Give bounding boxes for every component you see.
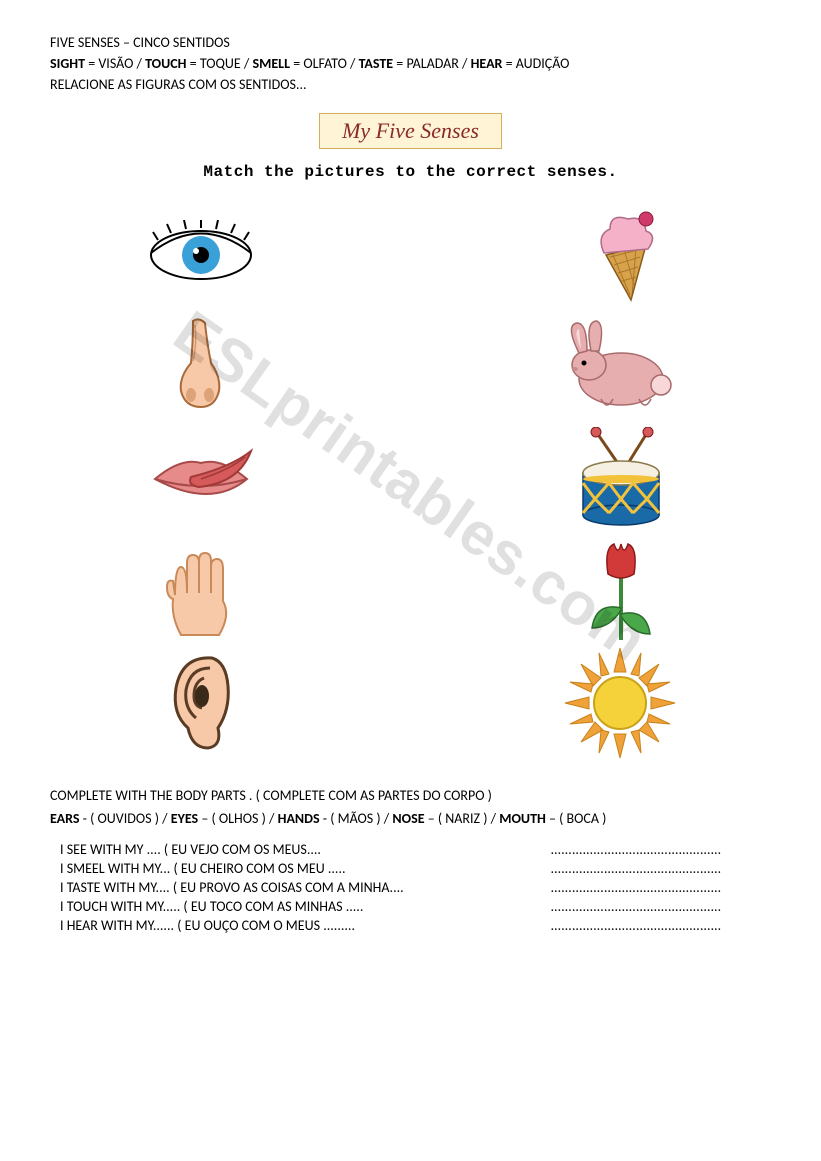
vocab-hear: HEAR xyxy=(471,55,503,72)
fill-row: I TASTE WITH MY.... ( EU PROVO AS COISAS… xyxy=(60,879,771,896)
fill-blank[interactable]: ………………………………………… xyxy=(551,841,771,858)
fill-sentence-taste: I TASTE WITH MY.... ( EU PROVO AS COISAS… xyxy=(60,879,500,896)
fill-row: I SEE WITH MY .... ( EU VEJO COM OS MEUS… xyxy=(60,841,771,858)
vocab-taste-tr: = PALADAR / xyxy=(393,55,470,72)
page-title: FIVE SENSES – CINCO SENTIDOS xyxy=(50,34,771,51)
match-row xyxy=(131,647,691,759)
fill-sentence-hear: I HEAR WITH MY...... ( EU OUÇO COM O MEU… xyxy=(60,917,500,934)
fill-blank[interactable]: ………………………………………… xyxy=(551,860,771,877)
section2-vocab: EARS - ( OUVIDOS ) / EYES – ( OLHOS ) / … xyxy=(50,810,771,827)
instruction-text: RELACIONE AS FIGURAS COM OS SENTIDOS... xyxy=(50,76,771,93)
banner-subtitle: Match the pictures to the correct senses… xyxy=(50,163,771,181)
matching-area: ESLprintables.com xyxy=(131,199,691,759)
icecream-icon xyxy=(551,200,691,310)
fill-sentence-see: I SEE WITH MY .... ( EU VEJO COM OS MEUS… xyxy=(60,841,500,858)
vocab-sight-tr: = VISÃO / xyxy=(85,55,145,72)
sun-icon xyxy=(551,648,691,758)
fill-blank[interactable]: ………………………………………… xyxy=(551,879,771,896)
drum-icon xyxy=(551,424,691,534)
fill-row: I HEAR WITH MY...... ( EU OUÇO COM O MEU… xyxy=(60,917,771,934)
ear-icon xyxy=(131,648,271,758)
mouth-icon xyxy=(131,424,271,534)
section2-heading: COMPLETE WITH THE BODY PARTS . ( COMPLET… xyxy=(50,787,771,804)
banner-title: My Five Senses xyxy=(319,113,502,149)
fill-sentence-touch: I TOUCH WITH MY..... ( EU TOCO COM AS MI… xyxy=(60,898,500,915)
fill-sentences: I SEE WITH MY .... ( EU VEJO COM OS MEUS… xyxy=(60,841,771,934)
vocab-hear-tr: = AUDIÇÃO xyxy=(502,55,569,72)
fill-blank[interactable]: ………………………………………… xyxy=(551,917,771,934)
banner: My Five Senses xyxy=(50,113,771,149)
nose-icon xyxy=(131,312,271,422)
fill-sentence-smell: I SMEEL WITH MY... ( EU CHEIRO COM OS ME… xyxy=(60,860,500,877)
vocab-taste: TASTE xyxy=(359,55,394,72)
worksheet-page: FIVE SENSES – CINCO SENTIDOS SIGHT = VIS… xyxy=(0,0,821,966)
vocab-sight: SIGHT xyxy=(50,55,85,72)
match-row xyxy=(131,311,691,423)
vocab-touch-tr: = TOQUE / xyxy=(187,55,253,72)
vocab-mouth: MOUTH xyxy=(499,810,546,827)
fill-row: I SMEEL WITH MY... ( EU CHEIRO COM OS ME… xyxy=(60,860,771,877)
vocab-eyes: EYES xyxy=(171,810,198,827)
hand-icon xyxy=(131,536,271,646)
vocab-smell-tr: = OLFATO / xyxy=(290,55,359,72)
vocab-line: SIGHT = VISÃO / TOUCH = TOQUE / SMELL = … xyxy=(50,55,771,72)
tulip-icon xyxy=(551,536,691,646)
eye-icon xyxy=(131,200,271,310)
vocab-touch: TOUCH xyxy=(145,55,186,72)
section-complete: COMPLETE WITH THE BODY PARTS . ( COMPLET… xyxy=(50,787,771,827)
vocab-ears: EARS xyxy=(50,810,80,827)
rabbit-icon xyxy=(551,312,691,422)
match-row xyxy=(131,199,691,311)
vocab-smell: SMELL xyxy=(253,55,291,72)
match-row xyxy=(131,423,691,535)
fill-blank[interactable]: ………………………………………… xyxy=(551,898,771,915)
vocab-hands: HANDS xyxy=(278,810,320,827)
vocab-nose: NOSE xyxy=(392,810,424,827)
match-row xyxy=(131,535,691,647)
fill-row: I TOUCH WITH MY..... ( EU TOCO COM AS MI… xyxy=(60,898,771,915)
